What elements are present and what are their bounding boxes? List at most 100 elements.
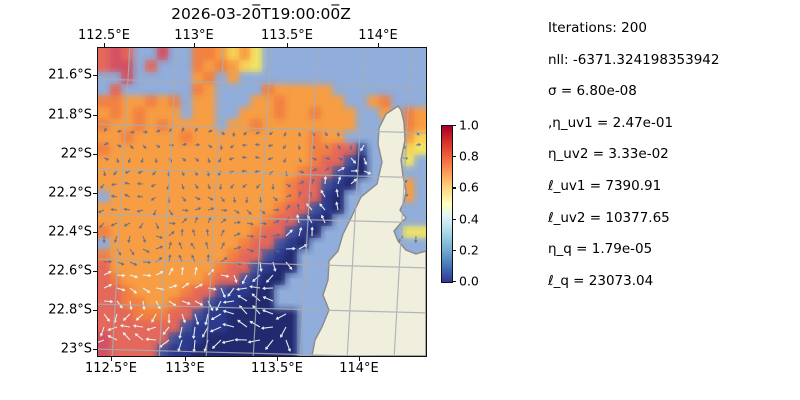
quiver-arrow <box>129 144 134 150</box>
quiver-arrow <box>132 324 144 328</box>
quiver-arrow <box>272 220 280 224</box>
quiver-arrow <box>220 257 228 263</box>
gridline-vertical <box>299 48 319 356</box>
x-tick-label-top: 113°E <box>174 28 214 43</box>
quiver-arrow <box>168 284 178 289</box>
quiver-arrow <box>116 144 122 148</box>
quiver-arrow <box>259 209 266 214</box>
y-tick-label: 21.6°S <box>48 67 92 83</box>
quiver-arrow <box>241 143 248 147</box>
quiver-arrow <box>262 296 274 302</box>
quiver-arrow <box>268 131 274 135</box>
quiver-arrow <box>285 246 296 251</box>
quiver-arrow <box>241 274 248 285</box>
quiver-arrow <box>246 248 255 253</box>
quiver-arrow <box>103 270 112 276</box>
quiver-arrow <box>220 196 225 203</box>
quiver-arrow <box>298 226 303 237</box>
quiver-arrow <box>207 207 215 211</box>
quiver-arrow <box>129 130 136 134</box>
quiver-arrow <box>129 261 138 266</box>
quiver-arrow <box>178 326 183 339</box>
gridline-vertical <box>111 48 131 356</box>
quiver-arrow <box>116 129 122 133</box>
quiver-arrow <box>272 196 278 201</box>
quiver-arrow <box>283 131 287 137</box>
quiver-arrow <box>324 144 329 149</box>
gridline-vertical <box>393 48 413 356</box>
stats-line-8: ℓ_q = 23073.04 <box>548 272 654 289</box>
gridline-vertical <box>346 48 366 356</box>
quiver-arrow <box>350 169 359 173</box>
quiver-arrow <box>233 220 241 225</box>
quiver-arrow <box>190 242 196 250</box>
quiver-arrow <box>324 131 328 137</box>
land-polygon <box>311 105 426 356</box>
quiver-arrow <box>220 131 226 135</box>
tick-mark <box>287 43 289 47</box>
quiver-arrow <box>127 235 131 244</box>
quiver-arrow <box>129 287 138 294</box>
quiver-arrow <box>180 266 185 276</box>
quiver-arrow <box>262 309 274 315</box>
tick-mark <box>93 115 97 117</box>
stats-line-0: Iterations: 200 <box>548 20 647 36</box>
quiver-arrow <box>205 241 209 250</box>
quiver-arrow <box>298 157 302 163</box>
quiver-arrow <box>254 155 261 160</box>
quiver-arrow <box>103 142 109 146</box>
quiver-arrow <box>207 129 213 133</box>
y-tick-label: 23°S <box>60 341 92 357</box>
quiver-arrow <box>259 235 268 239</box>
quiver-arrow <box>129 274 139 279</box>
quiver-arrow <box>181 142 188 147</box>
x-tick-label-bottom: 113°E <box>165 361 205 376</box>
quiver-arrow <box>99 222 105 229</box>
stats-panel: Iterations: 200 nll: -6371.324198353942 σ … <box>548 13 720 297</box>
quiver-arrow <box>237 319 248 328</box>
quiver-arrow <box>194 313 200 326</box>
quiver-arrow <box>285 229 293 237</box>
quiver-arrow <box>218 170 222 177</box>
tick-mark <box>194 43 196 47</box>
quiver-arrow <box>233 274 238 284</box>
quiver-arrow <box>335 188 339 198</box>
quiver-arrow <box>260 326 274 330</box>
quiver-arrow <box>206 253 210 263</box>
quiver-arrow <box>180 228 184 237</box>
quiver-arrow <box>285 183 292 188</box>
quiver-arrow <box>98 339 105 343</box>
quiver-arrow <box>98 209 105 214</box>
quiver-arrow <box>202 326 209 338</box>
quiver-arrow <box>233 209 240 214</box>
gridline-vertical <box>252 48 272 356</box>
quiver-arrow <box>262 286 274 291</box>
quiver-arrow <box>107 335 118 341</box>
quiver-arrow <box>116 157 120 164</box>
quiver-arrow <box>298 170 305 174</box>
tick-mark <box>378 43 380 47</box>
quiver-arrow <box>232 131 236 138</box>
quiver-arrow <box>122 332 131 341</box>
quiver-arrow <box>285 261 293 270</box>
quiver-arrow <box>220 218 227 224</box>
quiver-arrow <box>242 183 248 188</box>
quiver-arrow <box>335 201 339 211</box>
quiver-arrow <box>103 157 110 161</box>
quiver-arrow <box>296 203 300 211</box>
quiver-arrow <box>219 144 223 151</box>
quiver-arrow <box>181 208 189 213</box>
quiver-arrow <box>320 189 326 198</box>
quiver-arrow <box>285 204 291 211</box>
quiver-arrow <box>99 326 105 337</box>
quiver-arrow <box>111 182 118 187</box>
quiver-arrow <box>254 143 261 147</box>
quiver-arrow <box>167 313 171 324</box>
quiver-arrow <box>209 326 222 333</box>
quiver-arrow <box>181 300 191 305</box>
quiver-arrow <box>110 207 118 212</box>
quiver-arrow <box>204 313 209 326</box>
quiver-arrow <box>194 300 204 306</box>
quiver-arrow <box>136 182 144 186</box>
quiver-arrow <box>236 287 248 291</box>
